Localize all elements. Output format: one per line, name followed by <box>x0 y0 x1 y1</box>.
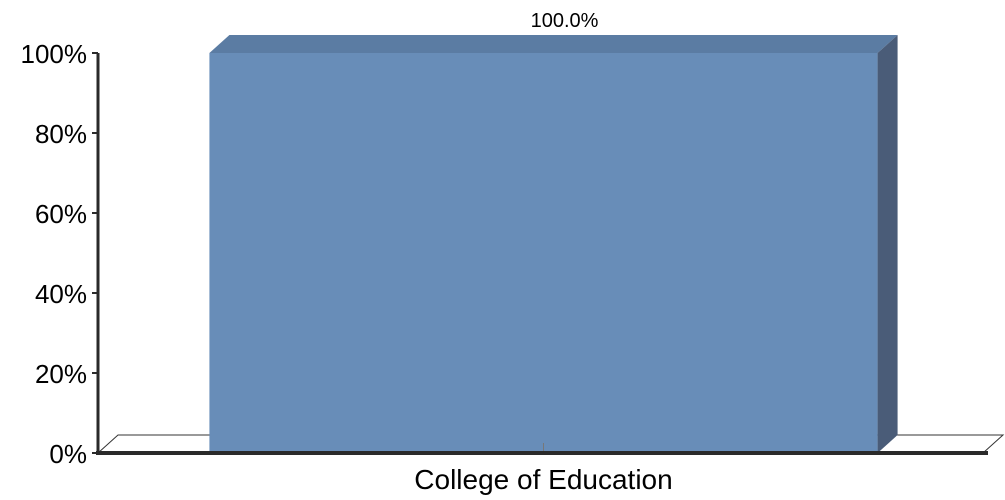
y-tick-label-3: 60% <box>35 199 87 229</box>
bar-0-data-label: 100.0% <box>531 10 599 32</box>
y-axis-ticks: 0% 20% 40% 60% 80% 100% <box>21 39 98 469</box>
x-tick-label-0: College of Education <box>414 464 672 495</box>
bars <box>209 35 898 453</box>
axes <box>96 53 988 455</box>
y-tick-label-0: 0% <box>49 439 87 469</box>
bar-0-top <box>209 35 898 53</box>
bar-0-front <box>209 53 878 453</box>
y-tick-label-5: 100% <box>21 39 88 69</box>
bar-0-side <box>877 35 898 453</box>
labels: 100.0% College of Education <box>414 10 672 495</box>
y-tick-label-2: 40% <box>35 279 87 309</box>
y-tick-label-1: 20% <box>35 359 87 389</box>
y-tick-label-4: 80% <box>35 119 87 149</box>
